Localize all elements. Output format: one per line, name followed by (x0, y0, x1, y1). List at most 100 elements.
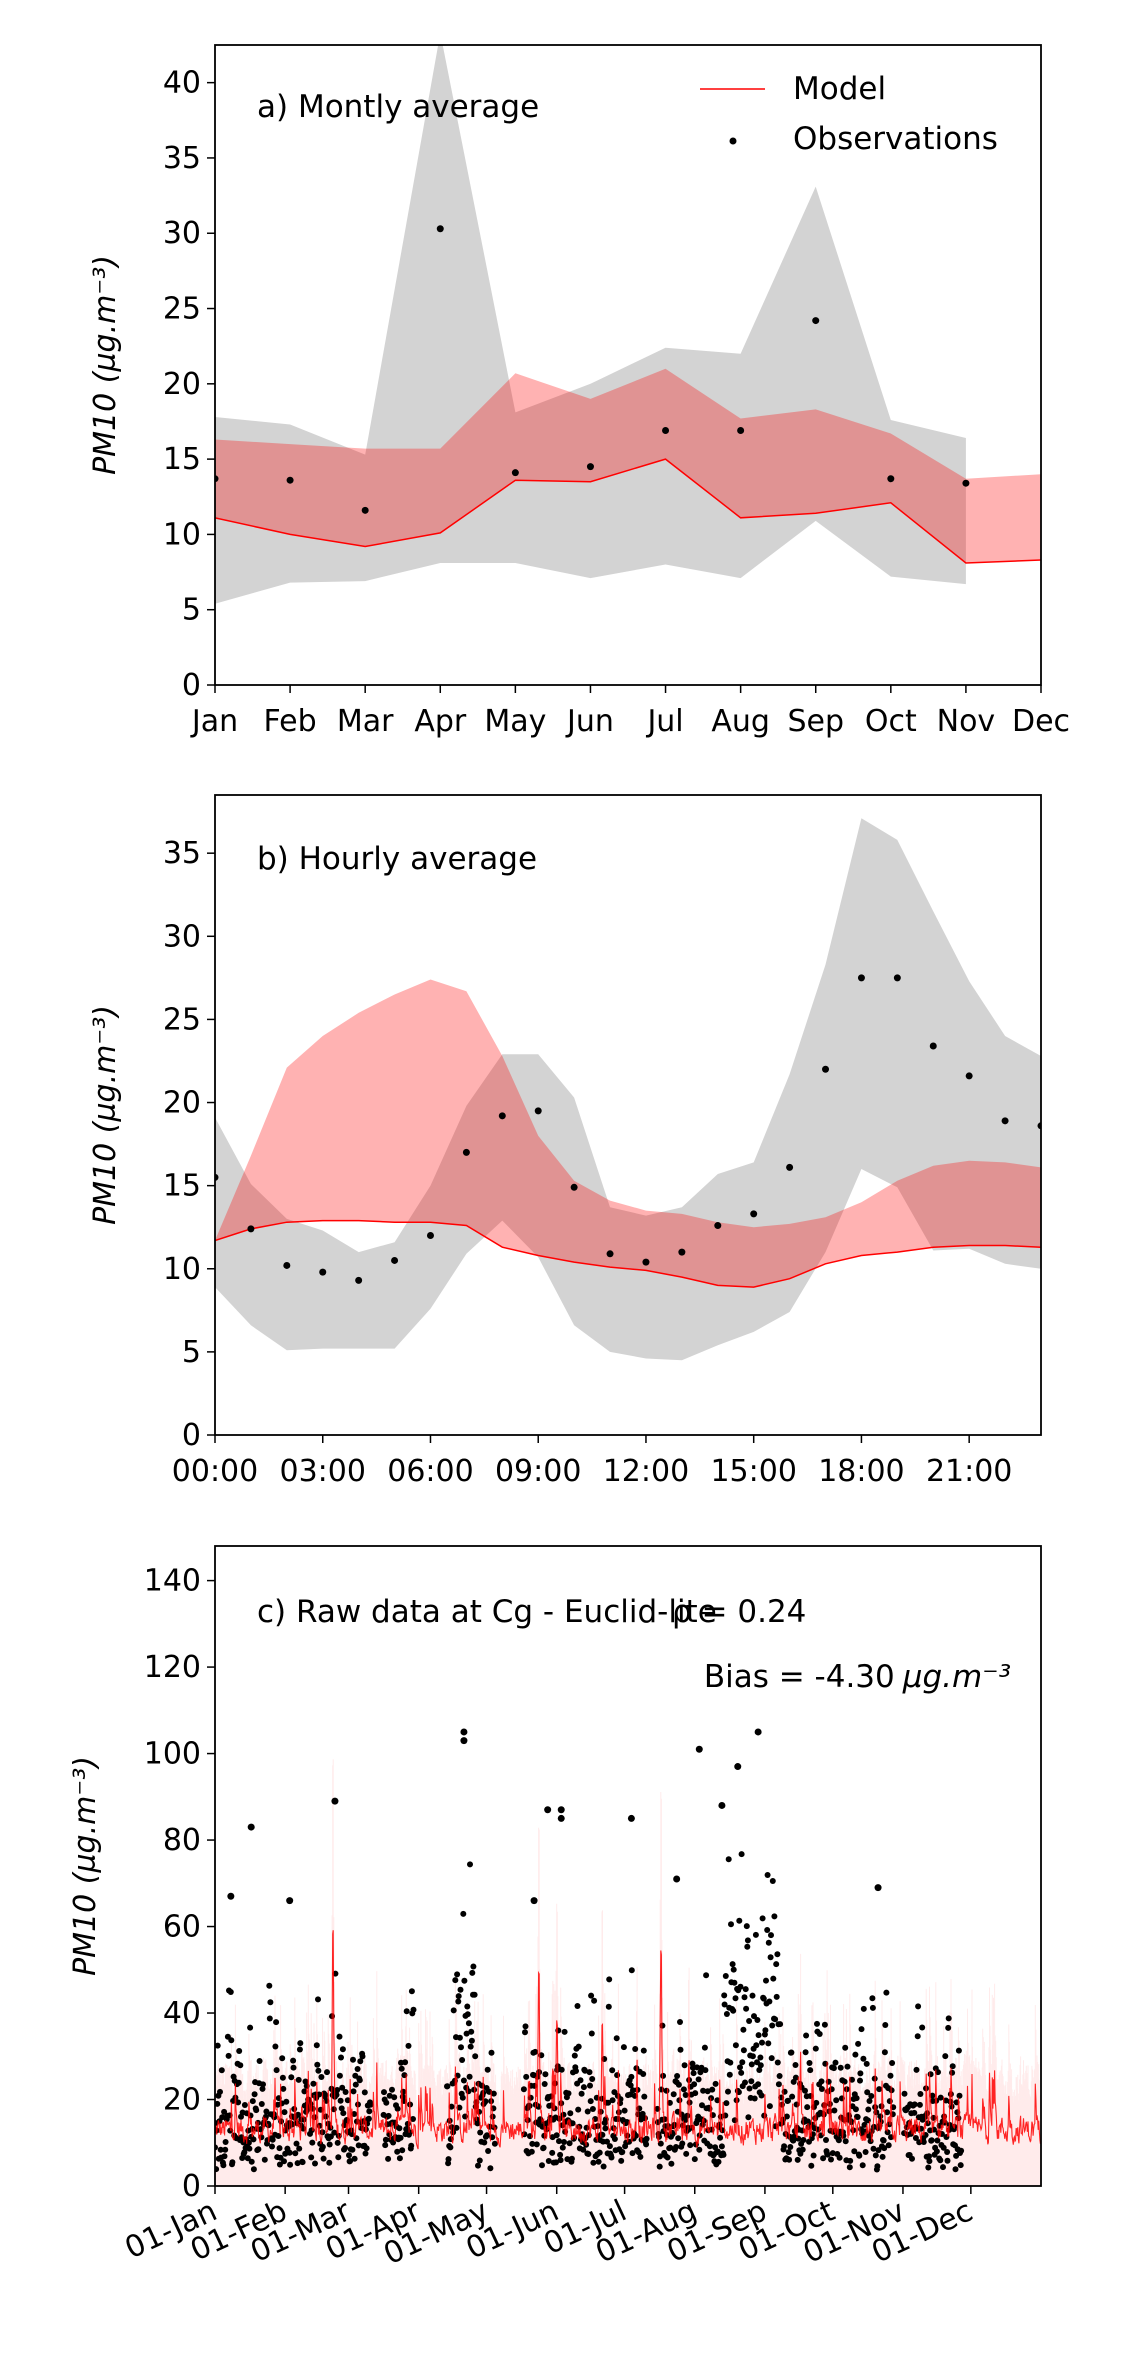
observation-point (837, 2064, 844, 2071)
observation-point (763, 1977, 769, 1984)
observation-point (917, 2091, 924, 2097)
observation-peak-point (695, 1745, 703, 1753)
observation-point (822, 1065, 830, 1073)
observation-point (335, 2154, 342, 2161)
observation-point (783, 2113, 790, 2120)
observation-point (737, 2064, 743, 2071)
observation-point (247, 1225, 255, 1233)
observation-point (462, 1148, 470, 1156)
observation-peak-point (673, 1875, 681, 1883)
y-tick-label: 20 (163, 1086, 201, 1121)
observation-point (746, 2085, 753, 2092)
observation-point (523, 2073, 530, 2080)
observation-point (577, 2077, 584, 2084)
observation-point (466, 2073, 473, 2080)
y-tick-label: 10 (163, 517, 201, 552)
observation-point (256, 2058, 263, 2064)
observation-point (361, 2089, 368, 2096)
observation-point (643, 2135, 650, 2142)
observation-point (250, 2136, 257, 2143)
observation-point (865, 2106, 872, 2113)
observation-point (679, 2140, 686, 2147)
observation-point (215, 2042, 221, 2049)
observation-point (245, 2139, 252, 2146)
y-tick-label: 0 (182, 668, 201, 703)
observation-point (670, 2091, 677, 2098)
observation-point (762, 2027, 769, 2034)
observation-point (320, 2155, 327, 2162)
observation-point (744, 1943, 751, 1950)
observation-point (490, 2090, 497, 2097)
y-tick-label: 100 (144, 1737, 201, 1772)
observation-point (742, 1986, 749, 1993)
y-tick-label: 0 (182, 2169, 201, 2204)
observation-point (296, 2046, 303, 2053)
observation-point (702, 2067, 709, 2074)
observation-point (484, 2066, 491, 2073)
observations-range-band (215, 818, 1041, 1361)
observation-point (730, 2007, 737, 2014)
legend-model-label: Model (793, 71, 886, 107)
observation-point (604, 2138, 610, 2145)
x-tick-label: Mar (337, 704, 394, 739)
observation-point (731, 2117, 738, 2124)
observation-point (561, 2028, 568, 2035)
observation-point (553, 2159, 559, 2166)
observation-point (709, 2086, 716, 2093)
observation-point (288, 2074, 295, 2081)
observation-point (621, 2107, 628, 2114)
observation-point (836, 2154, 843, 2161)
observation-point (236, 2048, 243, 2054)
observation-point (347, 2158, 354, 2164)
observation-point (302, 2078, 309, 2085)
y-tick-label: 60 (163, 1910, 201, 1945)
observation-point (472, 2053, 479, 2060)
observation-point (359, 2053, 366, 2060)
observation-point (614, 2072, 621, 2079)
observation-point (721, 1992, 728, 1999)
observation-point (350, 2056, 356, 2063)
observation-peak-point (557, 1806, 565, 1814)
observation-point (322, 2092, 329, 2098)
observation-point (640, 2047, 647, 2054)
observation-point (295, 2111, 302, 2118)
observation-point (740, 2047, 747, 2054)
observation-point (769, 1878, 776, 1884)
y-tick-label: 10 (163, 1252, 201, 1287)
observation-peak-point (247, 1823, 255, 1831)
observation-point (529, 2140, 536, 2147)
observation-point (852, 2106, 859, 2113)
observation-point (846, 2164, 853, 2171)
y-tick-label: 30 (163, 919, 201, 954)
observation-point (740, 2026, 747, 2033)
observation-point (464, 2011, 471, 2018)
axes-frame (214, 1545, 1042, 2187)
observation-point (678, 1248, 686, 1256)
observation-point (842, 2138, 849, 2145)
observation-point (426, 1232, 434, 1240)
observation-point (269, 2143, 275, 2150)
observation-point (541, 2081, 548, 2087)
observation-point (250, 2166, 257, 2173)
observation-point (267, 1999, 274, 2006)
observation-point (830, 2065, 837, 2072)
observation-point (872, 2152, 879, 2159)
y-tick-label: 15 (163, 1169, 201, 1204)
observation-point (618, 2157, 625, 2164)
observation-point (737, 1983, 744, 1990)
observation-point (914, 2033, 921, 2040)
x-tick-label: 12:00 (603, 1454, 689, 1489)
observation-point (469, 1969, 476, 1976)
observation-point (609, 2067, 616, 2074)
observation-point (884, 2129, 891, 2136)
observation-point (937, 2094, 944, 2101)
observation-point (660, 2072, 667, 2079)
observation-point (887, 475, 895, 483)
observation-point (613, 2035, 620, 2042)
observation-point (935, 2069, 941, 2076)
observations-range-band (215, 45, 966, 604)
observation-point (675, 2135, 682, 2142)
observation-point (222, 2146, 229, 2153)
observation-point (915, 2003, 922, 2010)
observation-point (356, 2077, 363, 2084)
